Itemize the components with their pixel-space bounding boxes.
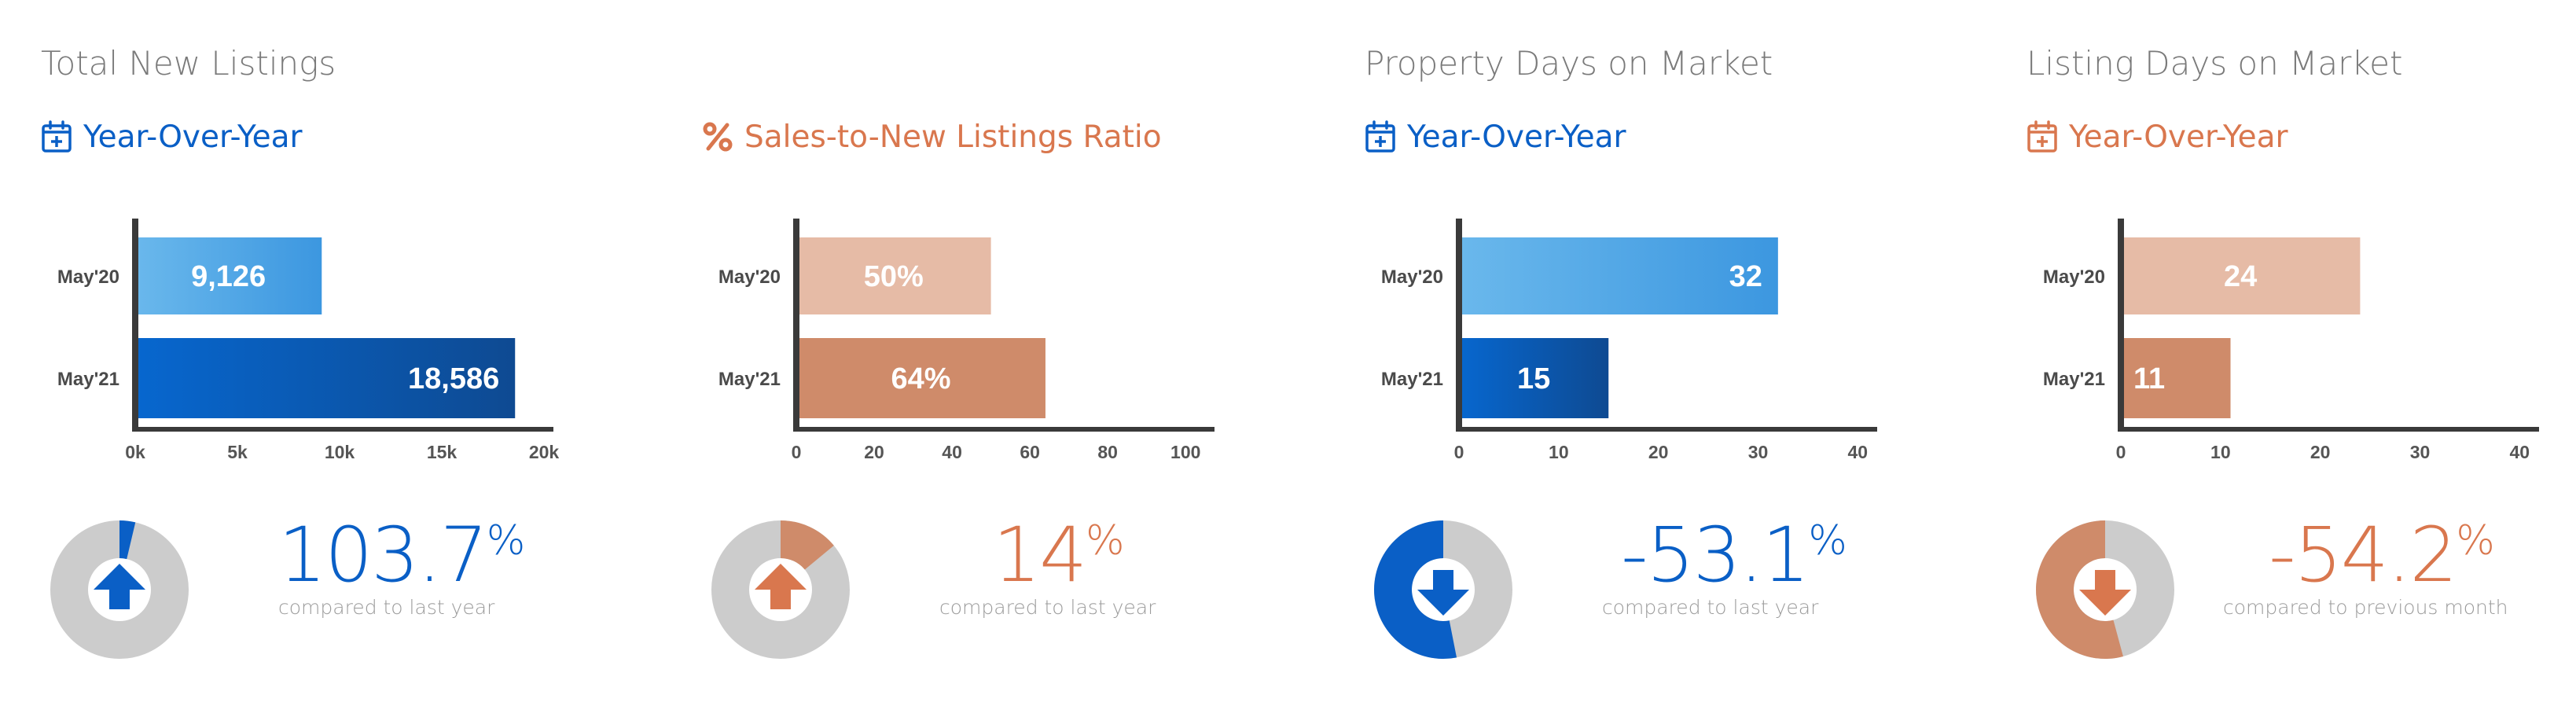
subtitle-link[interactable]: Year-Over-Year <box>2027 115 2288 159</box>
x-tick-label: 30 <box>1748 442 1769 462</box>
x-tick-label: 30 <box>2410 442 2431 462</box>
arrow-up-icon <box>755 564 807 609</box>
bar <box>1459 338 1609 418</box>
change-value: -53.1% <box>1621 517 1847 593</box>
change-number: -54.2 <box>2269 511 2457 599</box>
category-label: May'20 <box>718 267 781 288</box>
bar <box>2121 237 2361 314</box>
category-label: May'21 <box>2043 369 2105 390</box>
change-caption: compared to previous month <box>2223 596 2508 619</box>
category-label: May'21 <box>57 369 119 390</box>
bar <box>2121 338 2231 418</box>
donut-segment <box>781 520 834 570</box>
arrow-down-icon <box>1417 570 1469 616</box>
x-tick-label: 40 <box>942 442 962 462</box>
subtitle-label: Year-Over-Year <box>1407 119 1626 155</box>
subtitle-label: Year-Over-Year <box>2069 119 2288 155</box>
x-tick-label: 20 <box>1648 442 1669 462</box>
category-label: May'20 <box>57 267 119 288</box>
calendar-plus-icon <box>41 120 72 153</box>
x-tick-label: 5k <box>227 442 248 462</box>
x-tick-label: 80 <box>1097 442 1118 462</box>
arrow-up-icon <box>94 564 145 609</box>
subtitle-link[interactable]: Year-Over-Year <box>1365 115 1626 159</box>
x-tick-label: 10 <box>2210 442 2231 462</box>
x-tick-label: 60 <box>1020 442 1040 462</box>
change-number: -53.1 <box>1621 511 1810 599</box>
category-label: May'21 <box>718 369 781 390</box>
change-number: 103.7 <box>278 511 488 599</box>
percent-icon <box>702 120 733 153</box>
data-label: 24 <box>2224 260 2257 293</box>
change-donut <box>2036 520 2174 659</box>
subtitle-label: Sales-to-New Listings Ratio <box>744 119 1162 155</box>
x-tick-label: 0k <box>125 442 145 462</box>
x-tick-label: 10k <box>325 442 355 462</box>
data-label: 15 <box>1517 362 1550 395</box>
x-tick-label: 40 <box>2510 442 2530 462</box>
x-tick-label: 20 <box>2310 442 2331 462</box>
bar-chart: May'20 9,126 May'21 18,586 0k 5k 10k 15k 20k <box>57 219 560 462</box>
category-label: May'20 <box>2043 267 2105 288</box>
bar-chart: May'20 32 May'21 15 0 10 20 30 40 <box>1381 219 1877 462</box>
change-caption: compared to last year <box>939 596 1156 619</box>
change-donut <box>711 520 850 659</box>
data-label: 64% <box>891 362 950 395</box>
x-tick-label: 40 <box>1848 442 1869 462</box>
change-value: 103.7% <box>278 517 525 593</box>
donut-segment <box>2036 520 2123 659</box>
arrow-down-icon <box>2079 570 2131 616</box>
change-caption: compared to last year <box>1602 596 1819 619</box>
donut-segment <box>119 520 136 560</box>
data-label: 32 <box>1729 260 1762 293</box>
calendar-plus-icon <box>2027 120 2058 153</box>
subtitle-link[interactable]: Sales-to-New Listings Ratio <box>702 115 1162 159</box>
change-number: 14 <box>993 511 1087 599</box>
x-tick-label: 20 <box>864 442 884 462</box>
x-tick-label: 0 <box>1454 442 1464 462</box>
data-label: 11 <box>2133 362 2165 395</box>
bar <box>1459 237 1778 314</box>
bar <box>796 237 991 314</box>
bar-chart: May'20 50% May'21 64% 0 20 40 60 80 100 <box>718 219 1215 462</box>
change-value: -54.2% <box>2269 517 2495 593</box>
donut-segment <box>1374 520 1457 659</box>
bar-chart: May'20 24 May'21 11 0 10 20 30 40 <box>2043 219 2539 462</box>
subtitle-link[interactable]: Year-Over-Year <box>41 115 303 159</box>
category-label: May'21 <box>1381 369 1443 390</box>
change-unit: % <box>2456 517 2495 564</box>
x-tick-label: 0 <box>2116 442 2126 462</box>
change-unit: % <box>1086 517 1125 564</box>
calendar-plus-icon <box>1365 120 1396 153</box>
panel-sales-to-new-listings: Sales-to-New Listings Ratio May'20 50% May… <box>702 0 1347 728</box>
data-label: 18,586 <box>408 362 499 395</box>
x-tick-label: 0 <box>792 442 802 462</box>
change-donut <box>1374 520 1512 659</box>
x-tick-label: 10 <box>1549 442 1569 462</box>
subtitle-label: Year-Over-Year <box>83 119 303 155</box>
panel-total-new-listings: Total New Listings Year-Over-Year May'20… <box>41 0 685 728</box>
bar <box>135 237 322 314</box>
bar <box>135 338 516 418</box>
data-label: 50% <box>864 260 924 293</box>
change-unit: % <box>486 517 526 564</box>
data-label: 9,126 <box>191 260 266 293</box>
change-caption: compared to last year <box>278 596 495 619</box>
bar <box>796 338 1045 418</box>
x-tick-label: 20k <box>529 442 560 462</box>
panel-title: Total New Listings <box>41 44 336 83</box>
change-value: 14% <box>993 517 1125 593</box>
panel-listing-days-on-market: Listing Days on Market Year-Over-Year Ma… <box>2027 0 2576 728</box>
change-unit: % <box>1808 517 1847 564</box>
panel-property-days-on-market: Property Days on Market Year-Over-Year M… <box>1365 0 2009 728</box>
x-tick-label: 15k <box>427 442 458 462</box>
panel-title: Property Days on Market <box>1365 44 1773 83</box>
category-label: May'20 <box>1381 267 1443 288</box>
x-tick-label: 100 <box>1170 442 1200 462</box>
change-donut <box>50 520 189 659</box>
panel-title: Listing Days on Market <box>2027 44 2403 83</box>
